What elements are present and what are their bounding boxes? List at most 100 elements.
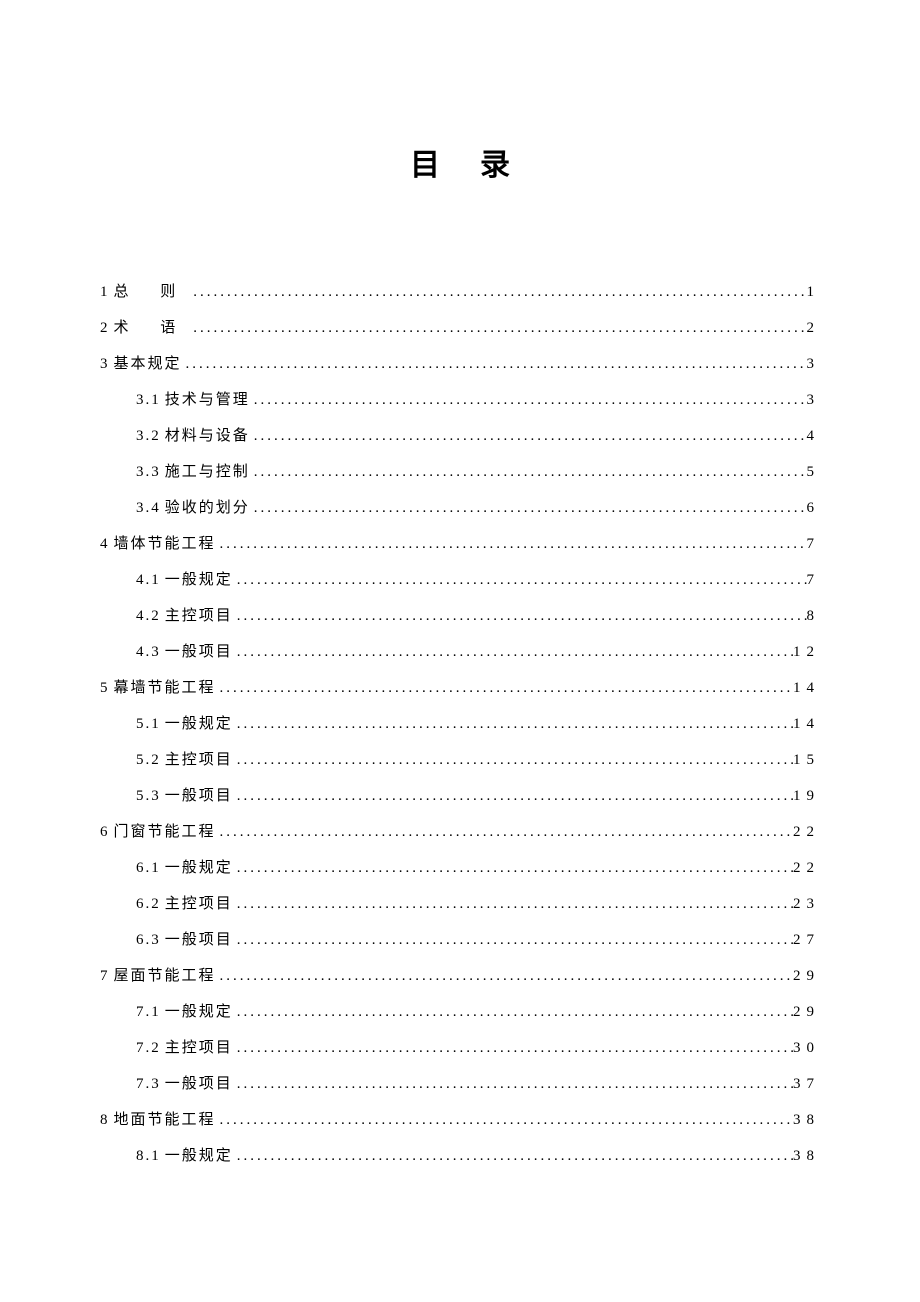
toc-entry: 6.2主控项目.................................… <box>100 886 820 922</box>
toc-entry-number: 3.2 <box>136 418 161 454</box>
toc-leader-dots: ........................................… <box>189 274 806 310</box>
toc-entry-text: 一般规定 <box>165 850 233 886</box>
toc-entry-text: 幕墙节能工程 <box>114 670 216 706</box>
toc-entry-number: 6 <box>100 814 110 850</box>
toc-entry-number: 4.2 <box>136 598 161 634</box>
toc-leader-dots: ........................................… <box>250 454 807 490</box>
toc-leader-dots: ........................................… <box>233 886 793 922</box>
toc-entry: 3.2材料与设备................................… <box>100 418 820 454</box>
toc-leader-dots: ........................................… <box>250 418 807 454</box>
toc-entry-number: 1 <box>100 274 110 310</box>
toc-entry-text: 一般项目 <box>165 634 233 670</box>
toc-entry-text: 技术与管理 <box>165 382 250 418</box>
toc-entry: 6.3一般项目.................................… <box>100 922 820 958</box>
toc-entry-page: 15 <box>793 742 820 778</box>
toc-entry-text: 总 则 <box>114 274 190 310</box>
toc-entry-number: 4.3 <box>136 634 161 670</box>
toc-entry-page: 23 <box>793 886 820 922</box>
toc-entry-number: 7.3 <box>136 1066 161 1102</box>
toc-entry: 4.1一般规定.................................… <box>100 562 820 598</box>
toc-entry-number: 3.3 <box>136 454 161 490</box>
toc-entry-text: 一般规定 <box>165 562 233 598</box>
toc-entry: 3.1技术与管理................................… <box>100 382 820 418</box>
toc-entry-page: 19 <box>793 778 820 814</box>
toc-entry-text: 主控项目 <box>165 742 233 778</box>
toc-leader-dots: ........................................… <box>233 1030 793 1066</box>
toc-entry-page: 7 <box>807 562 821 598</box>
toc-entry-page: 5 <box>807 454 821 490</box>
toc-entry-page: 29 <box>793 958 820 994</box>
toc-entry-text: 一般规定 <box>165 706 233 742</box>
toc-entry-number: 5.3 <box>136 778 161 814</box>
toc-leader-dots: ........................................… <box>233 634 793 670</box>
toc-entry-page: 37 <box>793 1066 820 1102</box>
toc-leader-dots: ........................................… <box>233 1066 793 1102</box>
toc-entry-text: 基本规定 <box>114 346 182 382</box>
toc-entry-text: 主控项目 <box>165 598 233 634</box>
toc-entry-text: 施工与控制 <box>165 454 250 490</box>
toc-entry-page: 6 <box>807 490 821 526</box>
toc-entry-text: 材料与设备 <box>165 418 250 454</box>
toc-entry: 2术 语....................................… <box>100 310 820 346</box>
toc-entry: 4.2主控项目.................................… <box>100 598 820 634</box>
toc-entry-page: 2 <box>807 310 821 346</box>
toc-leader-dots: ........................................… <box>216 526 807 562</box>
toc-entry-number: 3.4 <box>136 490 161 526</box>
toc-entry-page: 1 <box>807 274 821 310</box>
toc-entry-page: 30 <box>793 1030 820 1066</box>
toc-entry-text: 门窗节能工程 <box>114 814 216 850</box>
toc-entry-text: 一般项目 <box>165 922 233 958</box>
toc-entry-number: 4.1 <box>136 562 161 598</box>
toc-entry-number: 6.2 <box>136 886 161 922</box>
toc-entry: 7.1一般规定.................................… <box>100 994 820 1030</box>
toc-entry: 4墙体节能工程.................................… <box>100 526 820 562</box>
toc-entry-text: 地面节能工程 <box>114 1102 216 1138</box>
toc-entry-number: 2 <box>100 310 110 346</box>
toc-leader-dots: ........................................… <box>233 922 793 958</box>
toc-entry-page: 38 <box>793 1102 820 1138</box>
toc-leader-dots: ........................................… <box>250 382 807 418</box>
toc-entry: 3.4验收的划分................................… <box>100 490 820 526</box>
toc-entry-number: 5 <box>100 670 110 706</box>
toc-entry-page: 29 <box>793 994 820 1030</box>
toc-entry-page: 38 <box>793 1138 820 1174</box>
toc-entry-text: 主控项目 <box>165 886 233 922</box>
table-of-contents: 1总 则....................................… <box>100 274 820 1174</box>
toc-entry-page: 3 <box>807 346 821 382</box>
toc-leader-dots: ........................................… <box>233 994 793 1030</box>
toc-entry: 1总 则....................................… <box>100 274 820 310</box>
toc-entry-text: 验收的划分 <box>165 490 250 526</box>
toc-leader-dots: ........................................… <box>233 742 793 778</box>
toc-entry: 6.1一般规定.................................… <box>100 850 820 886</box>
toc-entry-number: 4 <box>100 526 110 562</box>
toc-entry-page: 22 <box>793 814 820 850</box>
toc-leader-dots: ........................................… <box>233 562 807 598</box>
toc-entry: 3基本规定...................................… <box>100 346 820 382</box>
toc-entry-number: 6.3 <box>136 922 161 958</box>
toc-entry-text: 术 语 <box>114 310 190 346</box>
toc-entry-number: 7 <box>100 958 110 994</box>
toc-leader-dots: ........................................… <box>233 1138 793 1174</box>
toc-entry-number: 3 <box>100 346 110 382</box>
toc-entry-page: 14 <box>793 706 820 742</box>
toc-entry-page: 8 <box>807 598 821 634</box>
toc-entry-number: 7.2 <box>136 1030 161 1066</box>
toc-entry-page: 22 <box>793 850 820 886</box>
toc-entry: 7.3一般项目.................................… <box>100 1066 820 1102</box>
toc-entry-number: 8.1 <box>136 1138 161 1174</box>
toc-entry-text: 一般项目 <box>165 778 233 814</box>
toc-leader-dots: ........................................… <box>189 310 806 346</box>
toc-leader-dots: ........................................… <box>233 598 807 634</box>
toc-entry-text: 一般规定 <box>165 994 233 1030</box>
toc-entry-text: 主控项目 <box>165 1030 233 1066</box>
toc-entry-number: 5.2 <box>136 742 161 778</box>
toc-leader-dots: ........................................… <box>216 958 793 994</box>
toc-entry-text: 一般项目 <box>165 1066 233 1102</box>
toc-entry: 6门窗节能工程.................................… <box>100 814 820 850</box>
toc-entry: 4.3一般项目.................................… <box>100 634 820 670</box>
page-title: 目录 <box>100 140 820 184</box>
toc-entry: 8.1一般规定.................................… <box>100 1138 820 1174</box>
toc-leader-dots: ........................................… <box>216 814 793 850</box>
toc-entry-page: 27 <box>793 922 820 958</box>
toc-entry-number: 6.1 <box>136 850 161 886</box>
